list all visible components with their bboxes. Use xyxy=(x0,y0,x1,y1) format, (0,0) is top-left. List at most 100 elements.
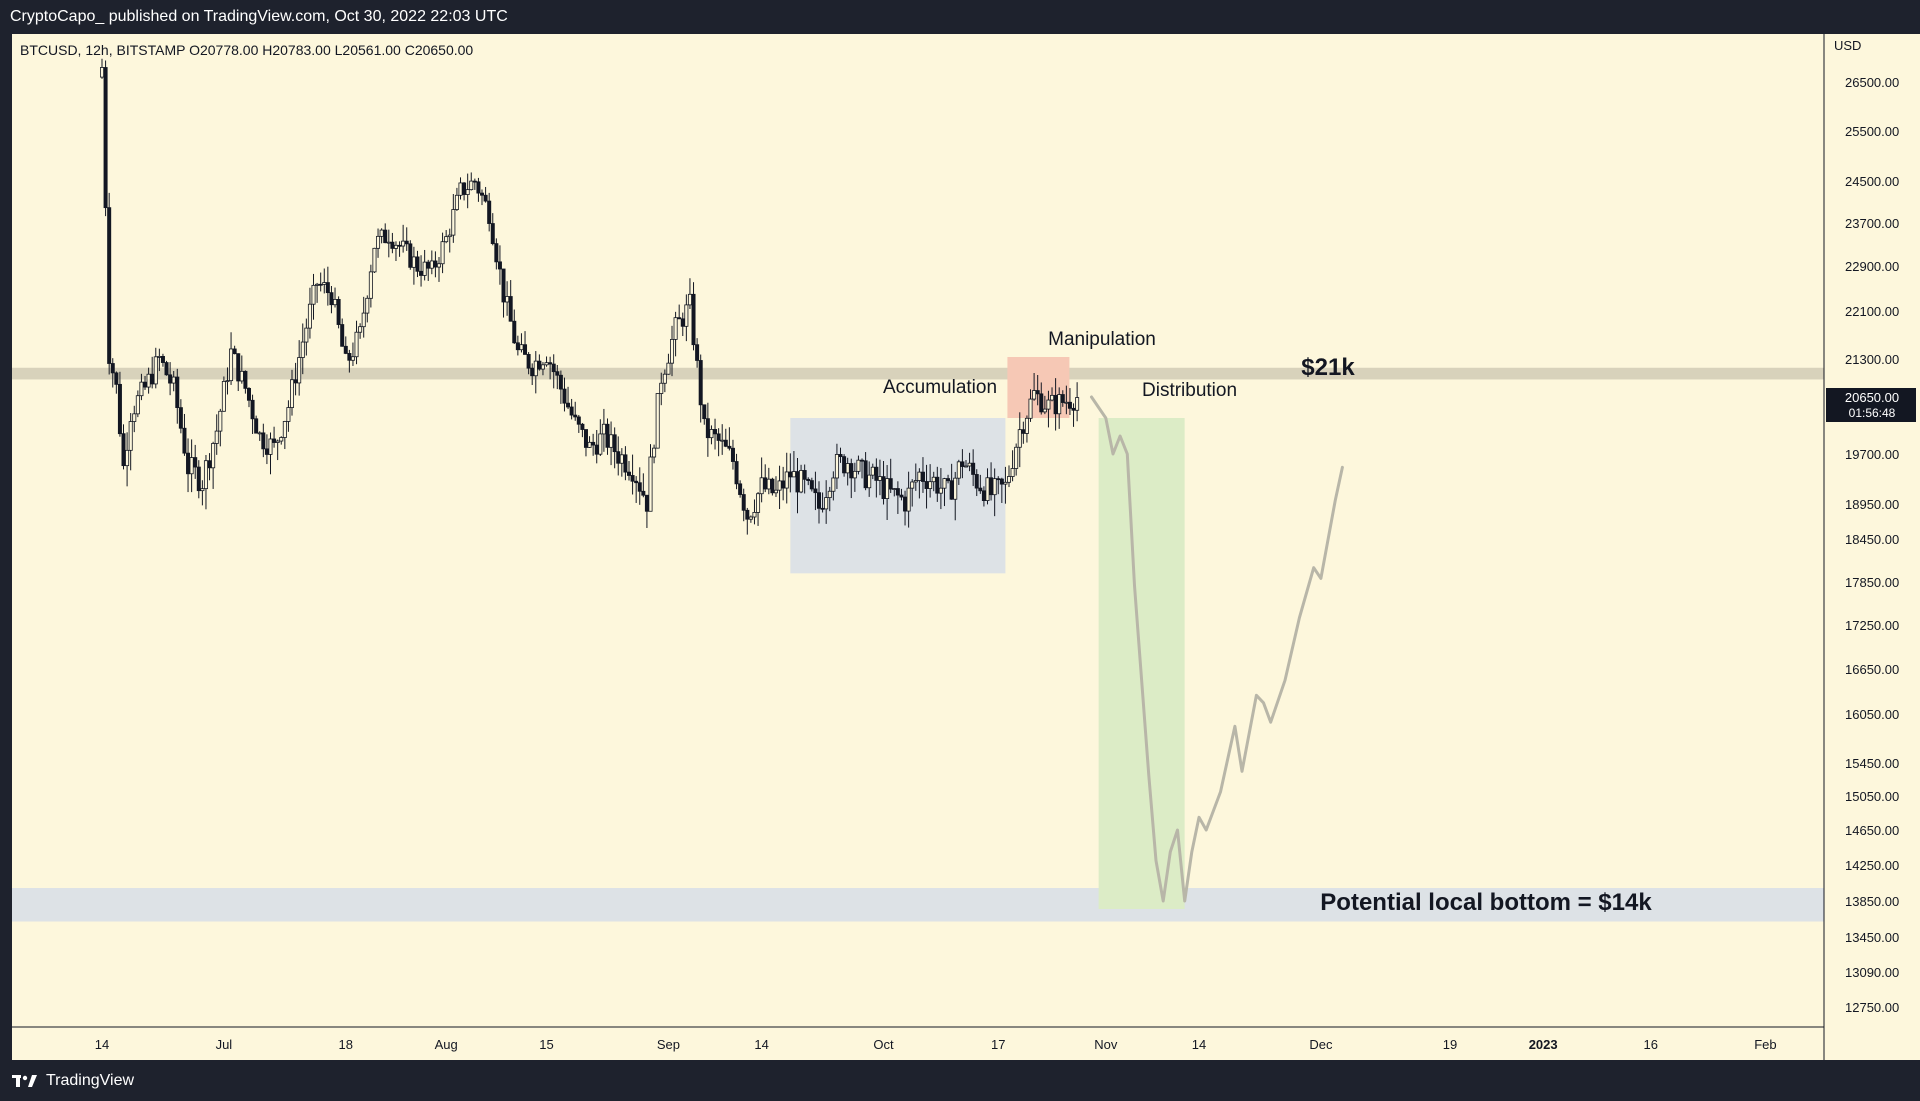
tradingview-logo[interactable]: TradingView xyxy=(12,1072,134,1090)
candle-body xyxy=(1064,401,1069,404)
candle-body xyxy=(555,371,560,376)
price-tick-label: 14650.00 xyxy=(1845,823,1899,838)
candle-body xyxy=(752,512,757,518)
time-tick-label: Oct xyxy=(873,1037,894,1052)
candle-body xyxy=(107,207,112,364)
candle-body xyxy=(856,459,861,472)
manipulation-label: Manipulation xyxy=(1048,329,1156,350)
candle-body xyxy=(885,478,890,499)
candle-body xyxy=(419,270,424,276)
price-tick-label: 25500.00 xyxy=(1845,124,1899,139)
candle-body xyxy=(745,509,750,520)
candle-body xyxy=(117,383,122,435)
candle-body xyxy=(548,362,553,365)
candle-body xyxy=(368,271,373,299)
candle-body xyxy=(723,439,728,447)
candle-body xyxy=(458,182,463,196)
candle-body xyxy=(903,496,908,512)
candle-body xyxy=(168,374,173,384)
candle-body xyxy=(899,494,904,498)
candle-body xyxy=(150,373,155,385)
price-tick-label: 16050.00 xyxy=(1845,707,1899,722)
candle-body xyxy=(619,454,624,464)
candle-body xyxy=(433,260,438,268)
candle-body xyxy=(143,381,148,388)
publisher-bar: CryptoCapo_ published on TradingView.com… xyxy=(0,0,1920,34)
candle-body xyxy=(537,360,542,370)
candle-body xyxy=(673,317,678,340)
candle-body xyxy=(791,471,796,478)
candle-body xyxy=(135,395,140,415)
candle-body xyxy=(609,434,614,448)
candle-body xyxy=(989,477,994,496)
projection-path xyxy=(1090,395,1344,903)
candle-body xyxy=(1050,394,1055,401)
candle-body xyxy=(655,393,660,449)
candle-body xyxy=(1042,408,1047,413)
candle-body xyxy=(946,478,951,482)
candle-body xyxy=(562,388,567,404)
candle-body xyxy=(322,282,327,285)
chart-frame[interactable]: BTCUSD, 12h, BITSTAMP O20778.00 H20783.0… xyxy=(12,34,1920,1060)
candle-body xyxy=(652,447,657,458)
candle-body xyxy=(924,481,929,489)
candle-body xyxy=(992,478,997,496)
price-tick-label: 26500.00 xyxy=(1845,75,1899,90)
candle-body xyxy=(307,303,312,329)
candle-body xyxy=(246,387,251,401)
candle-body xyxy=(920,471,925,482)
candle-body xyxy=(325,282,330,294)
candle-body xyxy=(372,247,377,273)
price-tick-label: 21300.00 xyxy=(1845,352,1899,367)
candle-body xyxy=(232,348,237,355)
candle-body xyxy=(379,229,384,237)
candle-body xyxy=(705,418,710,439)
candle-body xyxy=(680,318,685,327)
candle-body xyxy=(261,432,266,450)
candle-body xyxy=(365,297,370,314)
candle-body xyxy=(813,488,818,494)
candle-body xyxy=(838,454,843,458)
candle-body xyxy=(200,488,205,492)
candle-body xyxy=(1035,390,1040,395)
candle-body xyxy=(193,457,198,468)
candle-body xyxy=(695,344,700,361)
price-chart[interactable]: BTCUSD, 12h, BITSTAMP O20778.00 H20783.0… xyxy=(12,34,1920,1060)
time-axis[interactable]: 14 Jul 18 Aug 15 Sep 14 Oct 17 Nov 14 Dec 19 2023 16 Fe… xyxy=(95,1037,1777,1052)
candle-body xyxy=(852,470,857,479)
price-tick-label: 15050.00 xyxy=(1845,789,1899,804)
price-tick-label: 17850.00 xyxy=(1845,575,1899,590)
candle-body xyxy=(630,475,635,482)
candle-body xyxy=(756,493,761,513)
resistance-zone xyxy=(12,367,1824,380)
candle-body xyxy=(569,406,574,416)
candle-body xyxy=(469,180,474,191)
price-tick-label: 19700.00 xyxy=(1845,447,1899,462)
candle-body xyxy=(888,478,893,490)
price-axis[interactable]: 26500.00 25500.00 24500.00 23700.00 22900.00… xyxy=(1845,75,1899,1015)
candle-body xyxy=(515,342,520,351)
time-tick-label: 14 xyxy=(754,1037,768,1052)
candle-body xyxy=(125,449,130,467)
candle-body xyxy=(347,353,352,361)
candle-body xyxy=(713,429,718,435)
candle-body xyxy=(834,454,839,479)
price-tick-label: 18950.00 xyxy=(1845,497,1899,512)
candle-body xyxy=(953,477,958,500)
footer-bar: TradingView xyxy=(0,1060,1920,1101)
candle-body xyxy=(949,480,954,500)
candle-body xyxy=(343,345,348,354)
candle-body xyxy=(870,466,875,476)
candle-body xyxy=(1046,399,1051,410)
candle-body xyxy=(196,466,201,492)
candle-body xyxy=(784,471,789,489)
candle-body xyxy=(440,241,445,265)
candle-body xyxy=(612,434,617,453)
candle-body xyxy=(967,462,972,467)
last-price-box xyxy=(1826,388,1916,422)
candle-body xyxy=(583,429,588,448)
support-zone xyxy=(12,888,1824,922)
candle-body xyxy=(863,460,868,489)
symbol-legend: BTCUSD, 12h, BITSTAMP O20778.00 H20783.0… xyxy=(20,42,473,58)
candle-body xyxy=(1032,390,1037,400)
